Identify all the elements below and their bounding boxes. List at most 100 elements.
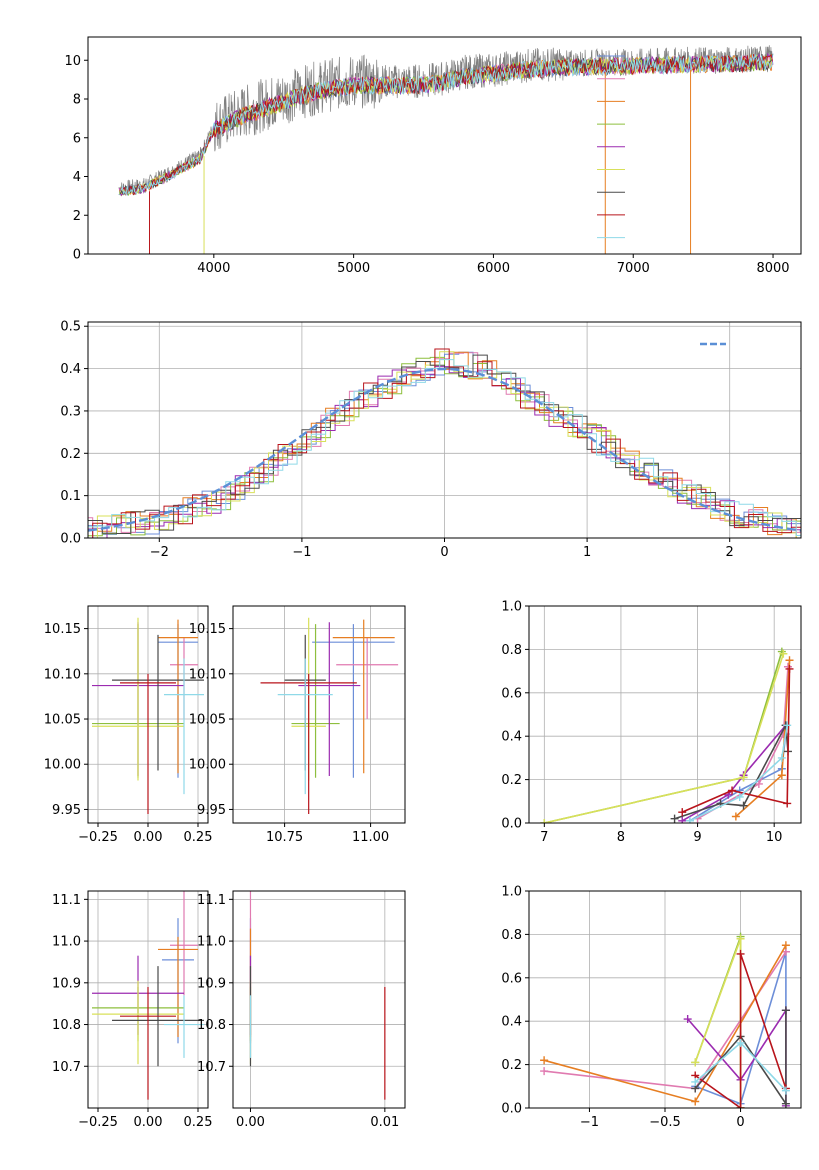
model-line-7	[120, 53, 773, 196]
y-tick-label: 0.2	[60, 447, 81, 462]
x-tick-label: 6000	[477, 261, 510, 276]
x-tick-label: 9	[693, 830, 701, 845]
y-tick-label: 10.9	[52, 976, 81, 991]
y-tick-label: 4	[73, 170, 81, 185]
y-tick-label: 0.2	[501, 1058, 522, 1073]
weight-line-6	[674, 722, 789, 820]
y-tick-label: 0.0	[501, 817, 522, 832]
x-tick-label: −1	[580, 1115, 599, 1130]
y-tick-label: 1.0	[501, 885, 522, 900]
weight-marker	[540, 1067, 549, 1076]
y-tick-label: 10.8	[52, 1018, 81, 1033]
y-tick-label: 10	[64, 54, 81, 69]
plot-area	[88, 348, 801, 538]
panel-spectrum: 4000 5000 6000 7000 8000 0 2 4 6 8 10	[64, 36, 802, 276]
weight-marker	[777, 753, 786, 762]
weight-marker	[779, 649, 788, 658]
weight-marker	[781, 1006, 790, 1015]
y-tick-label: 10.9	[197, 976, 226, 991]
x-tick-label: −0.25	[78, 830, 118, 845]
y-tick-label: 6	[73, 131, 81, 146]
x-tick-label: 7	[540, 830, 548, 845]
y-tick-label: 0	[73, 248, 81, 263]
y-tick-label: 10.05	[44, 713, 81, 728]
x-tick-label: 0.00	[236, 1115, 265, 1130]
y-tick-label: 11.0	[52, 935, 81, 950]
y-tick-label: 10.7	[52, 1060, 81, 1075]
weight-marker	[736, 934, 745, 943]
weight-marker	[728, 786, 737, 795]
y-tick-label: 0.5	[60, 320, 81, 335]
weight-marker	[678, 808, 687, 817]
y-tick-label: 10.05	[189, 713, 226, 728]
y-tick-label: 8	[73, 93, 81, 108]
y-tick-label: 10.10	[44, 667, 81, 682]
y-tick-label: 0.4	[501, 1015, 522, 1030]
y-tick-label: 9.95	[52, 803, 81, 818]
x-tick-label: 8	[617, 830, 625, 845]
y-tick-label: 10.00	[44, 758, 81, 773]
weight-marker	[540, 1056, 549, 1065]
weight-marker	[736, 1104, 745, 1108]
panel-residual-distribution: −2 −1 0 1 2 0.0 0.1 0.2 0.3 0.4 0.5	[60, 320, 802, 560]
y-tick-label: 0.1	[60, 489, 81, 504]
x-tick-label: −0.25	[78, 1115, 118, 1130]
y-tick-label: 10.8	[197, 1018, 226, 1033]
panel-mass-vs-ebv: 0.00 0.01 10.7 10.8 10.9 11.0 11.1	[197, 890, 406, 1130]
y-tick-label: 1.0	[501, 600, 522, 615]
y-tick-label: 11.1	[197, 893, 226, 908]
weight-marker	[736, 1038, 745, 1047]
x-tick-label: −0.5	[649, 1115, 681, 1130]
y-tick-label: 10.15	[44, 622, 81, 637]
x-tick-label: 5000	[337, 261, 370, 276]
weight-marker	[731, 812, 740, 821]
y-tick-label: 0.8	[501, 928, 522, 943]
x-tick-label: 0.00	[134, 830, 163, 845]
weight-marker	[678, 816, 687, 823]
weight-marker	[783, 721, 792, 730]
panel-mass-vs-Z: −0.25 0.00 0.25 10.7 10.8 10.9 11.0 11.1	[52, 890, 212, 1130]
normal-reference-curve	[88, 367, 801, 532]
y-tick-label: 10.7	[197, 1060, 226, 1075]
weight-marker	[691, 1077, 700, 1086]
panel-age-vs-Z: −0.25 0.00 0.25 9.95 10.00 10.05 10.10 10.15	[44, 605, 213, 845]
weight-line-1	[697, 666, 789, 820]
weight-line-3	[544, 651, 783, 823]
plot-area	[118, 45, 774, 254]
weight-marker	[683, 1015, 692, 1024]
histogram-step-4	[88, 366, 801, 538]
histogram-step-6	[88, 354, 801, 538]
panel-age-vs-mass: 10.75 11.00 9.95 10.00 10.05 10.10 10.15	[189, 605, 406, 845]
x-tick-label: 0.00	[134, 1115, 163, 1130]
y-tick-label: 0.6	[501, 971, 522, 986]
x-tick-label: 1	[583, 545, 591, 560]
plot-area	[540, 647, 794, 823]
weight-marker	[785, 656, 794, 665]
plot-area	[540, 932, 790, 1108]
x-tick-label: 0.25	[184, 830, 213, 845]
weight-marker	[670, 814, 679, 823]
weight-line-7	[694, 953, 787, 1108]
x-tick-label: 8000	[756, 261, 789, 276]
x-tick-label: 7000	[617, 261, 650, 276]
x-tick-label: 2	[726, 545, 734, 560]
weight-marker	[754, 779, 763, 788]
y-tick-label: 2	[73, 209, 81, 224]
y-tick-label: 9.95	[197, 803, 226, 818]
panel-weight-vs-age: 7 8 9 10 0.0 0.2 0.4 0.6 0.8 1.0	[501, 600, 802, 845]
weight-marker	[785, 664, 794, 673]
weight-marker	[691, 1058, 700, 1067]
weight-marker	[781, 941, 790, 950]
histogram-step-7	[88, 348, 801, 538]
y-tick-label: 0.0	[501, 1102, 522, 1117]
x-tick-label: 0	[736, 1115, 744, 1130]
x-tick-label: 11.00	[352, 830, 389, 845]
y-tick-label: 0.8	[501, 643, 522, 658]
y-tick-label: 10.15	[189, 622, 226, 637]
weight-marker	[739, 773, 748, 782]
legend	[597, 55, 625, 239]
weight-marker	[735, 792, 744, 801]
y-tick-label: 0.4	[60, 362, 81, 377]
histogram-step-0	[88, 351, 801, 538]
y-tick-label: 0.4	[501, 730, 522, 745]
